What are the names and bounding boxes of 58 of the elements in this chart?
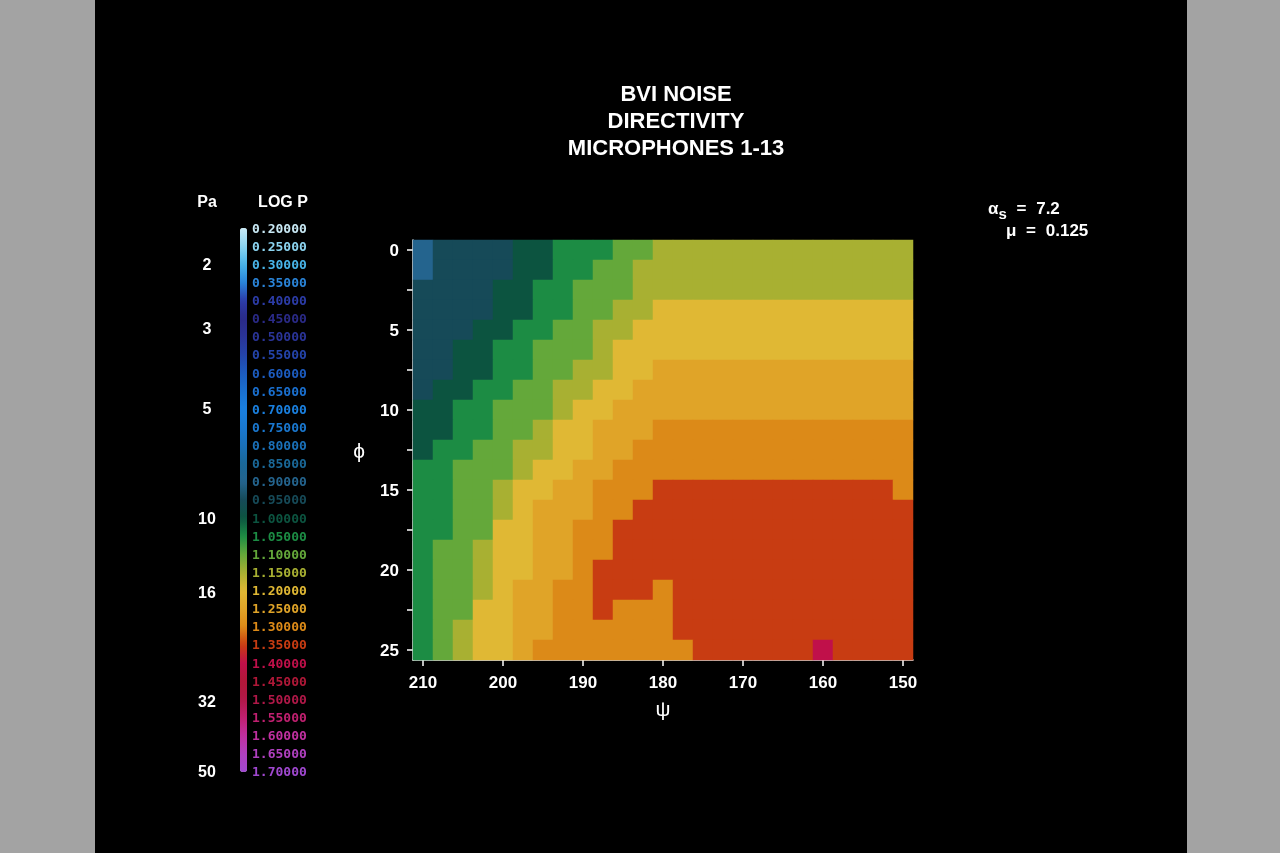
- x-axis-title: ψ: [655, 697, 671, 720]
- color-bar-label: 1.10000: [252, 546, 307, 562]
- text: 3: [202, 319, 212, 337]
- x-tick-label: 180: [648, 673, 678, 692]
- y-tick-label: 25: [380, 640, 399, 660]
- color-bar-label: 1.00000: [252, 510, 307, 526]
- x-tick-label: 160: [808, 673, 838, 692]
- color-bar-label: 0.95000: [252, 492, 307, 508]
- x-tick-label: 190: [568, 673, 598, 692]
- color-bar-label: 0.65000: [252, 383, 307, 399]
- color-bar-label: 0.70000: [252, 401, 307, 417]
- color-bar-label: 1.30000: [252, 619, 307, 635]
- color-bar-label: 0.25000: [252, 238, 307, 254]
- color-bar-label: 1.20000: [252, 583, 307, 599]
- color-bar-label: 1.40000: [252, 655, 307, 671]
- y-tick-label: 15: [380, 480, 399, 500]
- color-bar-label: 0.90000: [252, 474, 307, 490]
- color-bar-label: 0.30000: [252, 256, 307, 272]
- text: 50: [198, 763, 216, 781]
- text: 16: [198, 583, 216, 601]
- text: 2: [202, 256, 212, 274]
- text: 10: [198, 509, 216, 527]
- text: 32: [198, 692, 216, 710]
- y-tick-label: 0: [389, 240, 399, 260]
- y-axis-title: ϕ: [353, 438, 365, 462]
- color-bar-label: 1.55000: [252, 710, 307, 726]
- x-tick-label: 210: [408, 673, 438, 692]
- x-tick-label: 170: [728, 673, 758, 692]
- text: α$_{s}$ = 7.2: [988, 199, 1060, 222]
- color-bar-label: 0.45000: [252, 311, 307, 327]
- color-bar-label: 1.50000: [252, 691, 307, 707]
- color-bar-label: 1.70000: [252, 764, 307, 780]
- color-bar-label: 0.55000: [252, 347, 307, 363]
- y-tick-label: 20: [380, 560, 399, 580]
- text: Pa: [197, 192, 217, 210]
- x-tick-label: 200: [488, 673, 518, 692]
- text: μ = 0.125: [1006, 221, 1089, 241]
- chart-title: BVI NOISE DIRECTIVITY MICROPHONES 1-13: [567, 81, 785, 160]
- color-bar-label: 1.65000: [252, 746, 307, 762]
- y-tick-label: 10: [380, 400, 399, 420]
- color-bar-label: 0.60000: [252, 365, 307, 381]
- color-bar-label: 0.40000: [252, 293, 307, 309]
- color-bar-label: 0.75000: [252, 419, 307, 435]
- color-bar-label: 0.80000: [252, 438, 307, 454]
- color-bar-label: 1.60000: [252, 728, 307, 744]
- color-bar-label: 1.45000: [252, 673, 307, 689]
- color-bar-label: 0.20000: [252, 220, 307, 236]
- text: 5: [202, 400, 212, 418]
- color-bar-label: 1.25000: [252, 601, 307, 617]
- color-bar-label: 1.05000: [252, 528, 307, 544]
- y-tick-label: 5: [389, 320, 399, 340]
- color-bar-label: 0.85000: [252, 456, 307, 472]
- color-bar-title: LOG P: [258, 192, 309, 210]
- color-bar-label: 0.35000: [252, 274, 307, 290]
- x-tick-label: 150: [888, 673, 918, 692]
- color-bar-label: 1.35000: [252, 637, 307, 653]
- color-bar-label: 0.50000: [252, 329, 307, 345]
- color-bar-label: 1.15000: [252, 564, 307, 580]
